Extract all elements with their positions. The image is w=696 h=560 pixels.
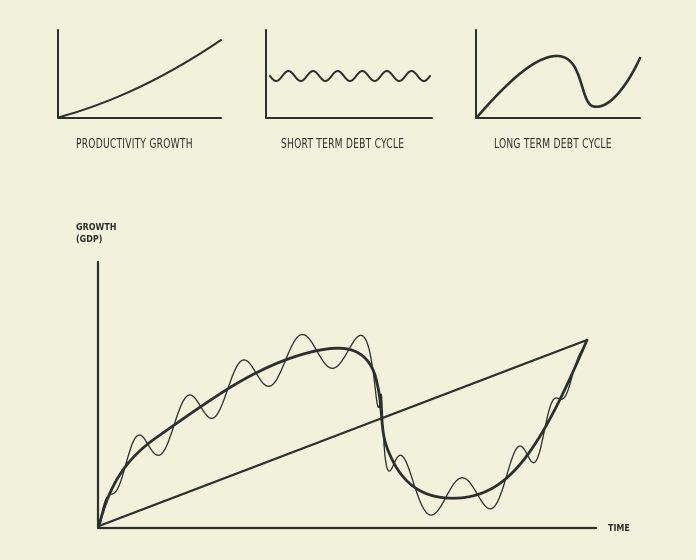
long-term-axes (475, 29, 641, 119)
long-term-debt-cycle-label: LONG TERM DEBT CYCLE (494, 137, 612, 152)
y-axis-label-line1: GROWTH (76, 222, 117, 233)
productivity-curve (59, 39, 222, 118)
long-term-cycle-chart (475, 29, 642, 119)
long-term-cycle-curve (97, 338, 589, 528)
productivity-axes (57, 29, 222, 119)
main-axes (96, 260, 598, 530)
main-chart (96, 260, 598, 530)
short-term-debt-cycle-label: SHORT TERM DEBT CYCLE (281, 137, 405, 152)
y-axis-label-line2: (GDP) (76, 234, 103, 245)
short-term-cycle-chart (265, 29, 433, 119)
productivity-growth-chart (57, 29, 222, 119)
long-term-curve (476, 54, 642, 118)
short-term-curve (269, 70, 431, 82)
x-axis-label: TIME (608, 523, 630, 534)
y-axis-label: GROWTH (GDP) (76, 222, 117, 246)
productivity-trend-line (97, 338, 589, 528)
short-term-axes (265, 29, 433, 119)
productivity-growth-label: PRODUCTIVITY GROWTH (76, 137, 193, 152)
combined-cycle-curve (98, 333, 588, 527)
